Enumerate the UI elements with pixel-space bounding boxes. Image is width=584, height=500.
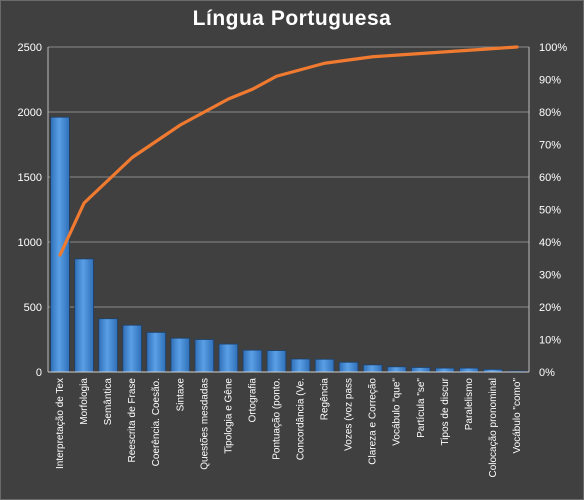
line-point [299, 68, 302, 71]
y-left-tick-label: 1500 [18, 172, 42, 184]
x-tick-label: Reescrita de Frase [127, 378, 138, 463]
bar [242, 349, 263, 373]
line-point [107, 179, 109, 182]
x-tick-label: Colocação pronominal [488, 378, 499, 478]
y-right-tick-label: 30% [539, 270, 561, 282]
line-point [59, 254, 61, 256]
x-tick-label: Clareza e Correção [368, 378, 379, 465]
x-tick-label: Ortografia [247, 378, 258, 423]
y-right-tick-label: 100% [539, 42, 567, 54]
line-point [492, 47, 494, 50]
y-right-tick-label: 10% [539, 335, 561, 347]
x-tick-label: Questões mesdadas [199, 378, 210, 470]
x-tick-label: Coerência. Coesão. [151, 378, 162, 466]
y-left-tick-label: 500 [24, 302, 42, 314]
bar [386, 366, 407, 373]
bar [314, 358, 335, 373]
bar [362, 364, 383, 373]
bar [122, 324, 142, 373]
line-point [203, 111, 206, 113]
line-point [419, 52, 422, 55]
bar [459, 367, 479, 373]
x-tick-label: Concordância (Ve. [296, 378, 307, 460]
line-point [371, 55, 374, 58]
x-tick-label: Vocábulo "como" [512, 378, 523, 454]
y-right-tick-label: 90% [539, 75, 561, 87]
cumulative-line [58, 45, 519, 257]
line-point [251, 88, 254, 91]
x-tick-label: Vocábulo "que" [392, 378, 403, 446]
x-tick-label: Vozes (voz pass [344, 378, 355, 451]
bar [290, 358, 311, 373]
bar [218, 343, 239, 373]
y-right-tick-label: 0% [539, 367, 555, 379]
y-left-tick-label: 2500 [18, 42, 42, 54]
line-point [179, 124, 182, 126]
x-tick-label: Pontuação (ponto. [271, 378, 282, 460]
line-point [131, 156, 133, 159]
line-point [444, 51, 446, 53]
line-point [395, 54, 398, 56]
y-left-tick-label: 0 [36, 367, 42, 379]
bar [74, 258, 94, 373]
y-right-tick-label: 70% [539, 140, 561, 152]
line-point [323, 62, 326, 65]
bar [266, 350, 287, 373]
line-point [155, 140, 158, 143]
bar [170, 337, 191, 373]
x-tick-label: Regência [320, 378, 331, 421]
line-point [275, 75, 278, 78]
line-point [227, 98, 230, 100]
bar [435, 367, 455, 373]
x-tick-label: Sintaxe [175, 378, 186, 412]
x-tick-label: Morfologia [79, 378, 90, 425]
bar [98, 318, 118, 373]
bar [410, 367, 431, 373]
line-point [83, 202, 85, 204]
y-left-tick-label: 1000 [18, 237, 42, 249]
x-tick-label: Paralelismo [464, 378, 475, 431]
line-point [516, 46, 518, 48]
bar [338, 361, 359, 373]
y-right-tick-label: 20% [539, 302, 561, 314]
x-tick-label: Partícula "se" [416, 378, 427, 438]
chart-title: Língua Portuguesa [192, 7, 392, 30]
y-left-tick-label: 2000 [18, 107, 42, 119]
x-tick-label: Interpretação de Tex [55, 378, 66, 469]
bar [194, 339, 215, 373]
x-tick-label: Tipologia e Gêne [223, 378, 234, 454]
x-tick-label: Tipos de discur [440, 377, 451, 445]
x-tick-label: Semântica [103, 378, 114, 426]
y-right-tick-label: 50% [539, 205, 561, 217]
line-point [347, 59, 350, 61]
bar [146, 331, 167, 373]
line-point [468, 49, 470, 52]
y-right-tick-label: 40% [539, 237, 561, 249]
y-right-tick-label: 60% [539, 172, 561, 184]
y-right-tick-label: 80% [539, 107, 561, 119]
